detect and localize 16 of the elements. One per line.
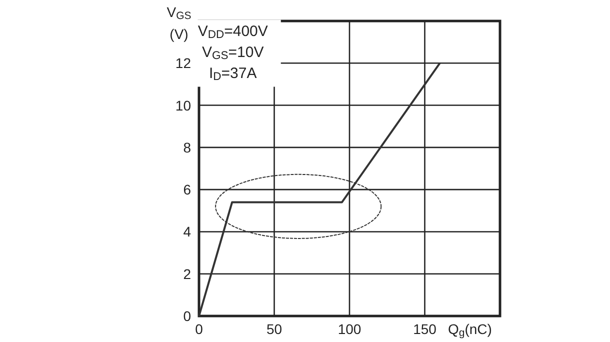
annotation: V$_{DD}$=400V	[198, 22, 268, 40]
annotation: I$_{D}$=37A	[208, 64, 257, 82]
x-tick-label: 50	[266, 321, 282, 337]
y-tick-label: 6	[183, 182, 192, 198]
x-axis-title: Q$_{g}$(nC)	[448, 321, 492, 339]
y-tick-label: 8	[183, 139, 192, 156]
x-tick-label: 100	[338, 321, 362, 337]
y-tick-label: 2	[183, 266, 192, 282]
x-tick-label: 0	[195, 321, 204, 337]
y-axis-title: V$_{GS}$ (V)	[166, 4, 192, 42]
y-tick-label: 10	[175, 97, 192, 114]
y-tick-label: 4	[183, 224, 192, 240]
y-tick-label: 12	[175, 55, 192, 72]
x-tick-label: 150	[413, 321, 437, 337]
annotation: V$_{GS}$=10V	[202, 44, 264, 62]
y-tick-label: 0	[183, 308, 192, 324]
